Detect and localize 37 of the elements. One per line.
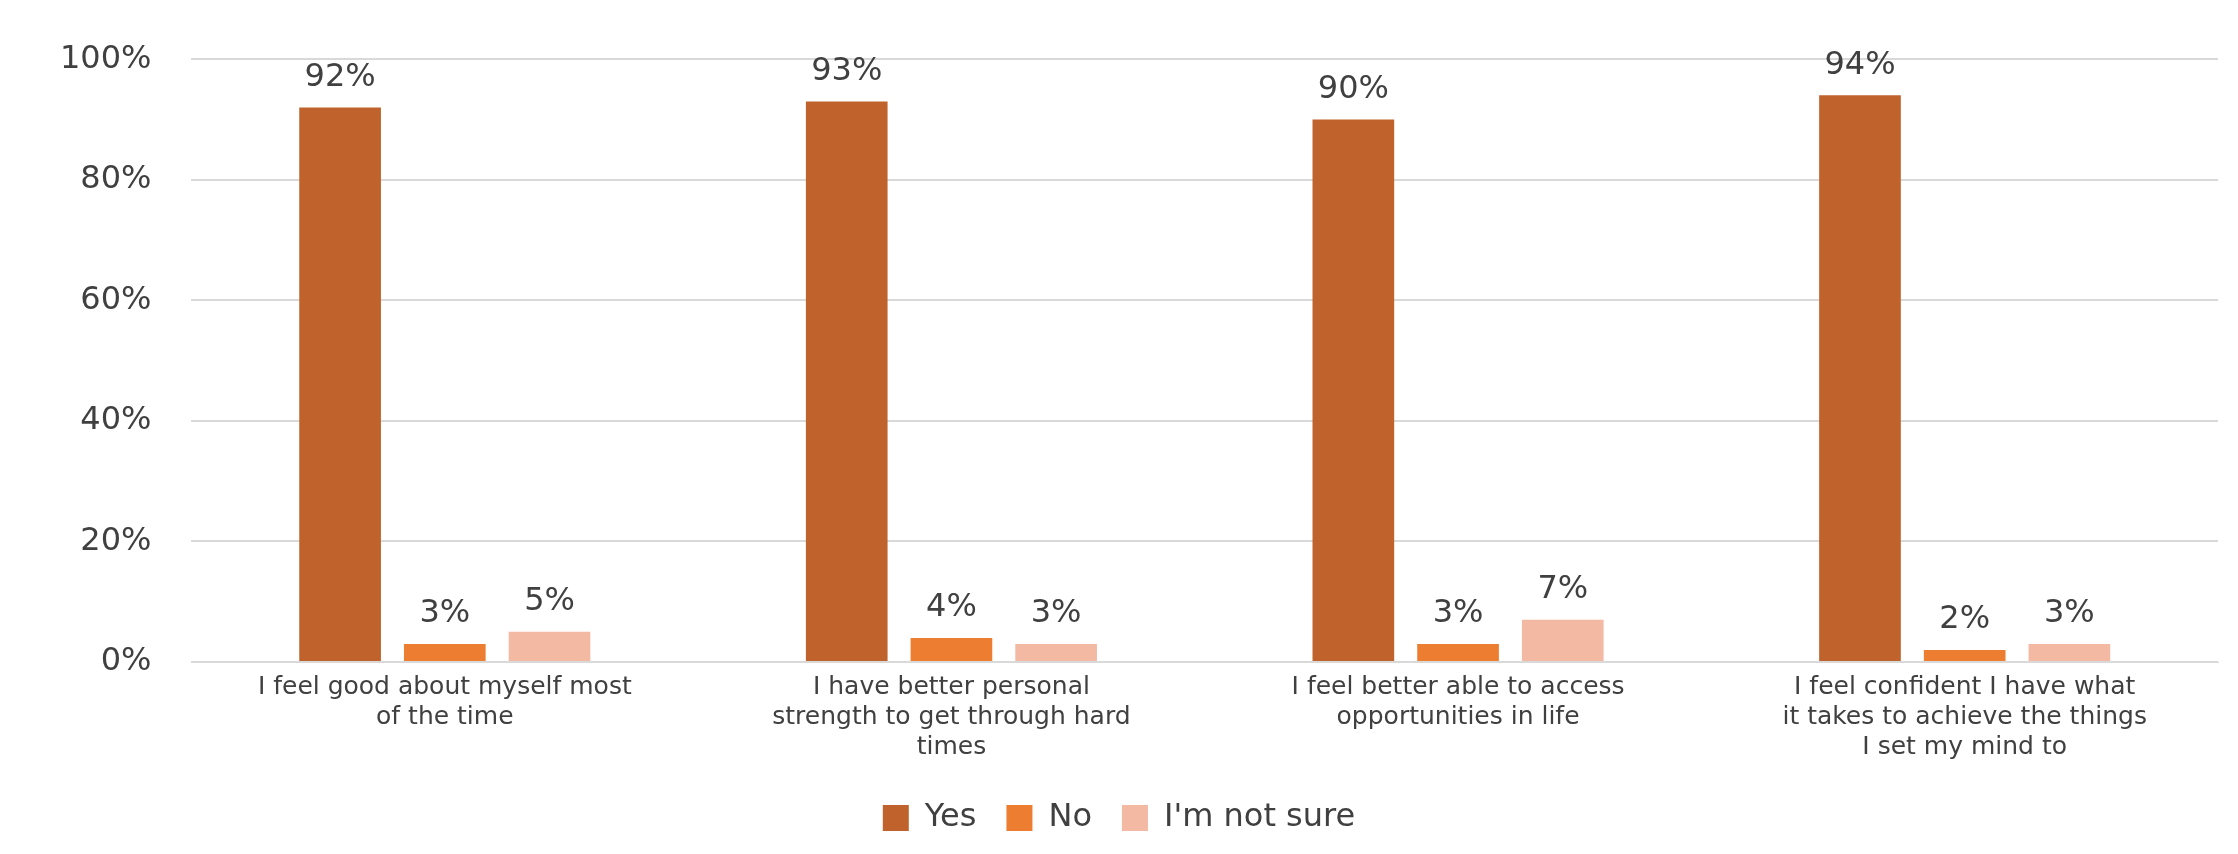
legend-label: I'm not sure <box>1163 796 1356 835</box>
legend-label: No <box>1048 796 1092 835</box>
y-tick-label: 100% <box>60 37 152 76</box>
data-label: 4% <box>926 586 977 625</box>
bar <box>1521 619 1604 661</box>
bar <box>299 107 381 661</box>
x-tick-label: I feel better able to access opportunities in life <box>1291 670 1625 730</box>
y-tick-label: 0% <box>100 640 152 679</box>
bar <box>910 637 993 661</box>
bar <box>1312 119 1395 661</box>
bar <box>805 101 888 661</box>
data-label: 3% <box>1030 592 1082 631</box>
bar <box>403 643 486 661</box>
data-label: 3% <box>419 592 471 631</box>
y-tick-label: 40% <box>80 399 152 438</box>
bar <box>2028 643 2111 661</box>
data-label: 94% <box>1824 43 1896 82</box>
x-tick-label: I feel confident I have what it takes to achieve the things I set my mind to <box>1782 670 2147 760</box>
y-tick-label: 20% <box>80 519 152 558</box>
y-tick-label: 60% <box>80 278 152 317</box>
data-label: 90% <box>1317 67 1389 106</box>
data-label: 5% <box>524 580 575 619</box>
y-tick-label: 80% <box>80 158 152 197</box>
bar <box>1923 649 2006 661</box>
bar <box>1015 643 1097 661</box>
data-label: 7% <box>1537 568 1589 607</box>
x-tick-label: I have better personal strength to get through hard times <box>772 670 1131 760</box>
data-label: 2% <box>1939 598 1991 637</box>
legend-label: Yes <box>923 796 977 835</box>
data-label: 93% <box>811 49 883 88</box>
bar <box>1417 643 1499 661</box>
bar <box>1819 95 1901 661</box>
data-label: 3% <box>1432 592 1484 631</box>
data-label: 92% <box>304 55 376 94</box>
data-label: 3% <box>2044 592 2095 631</box>
x-tick-label: I feel good about myself most of the time <box>257 670 632 730</box>
bar <box>508 631 591 661</box>
